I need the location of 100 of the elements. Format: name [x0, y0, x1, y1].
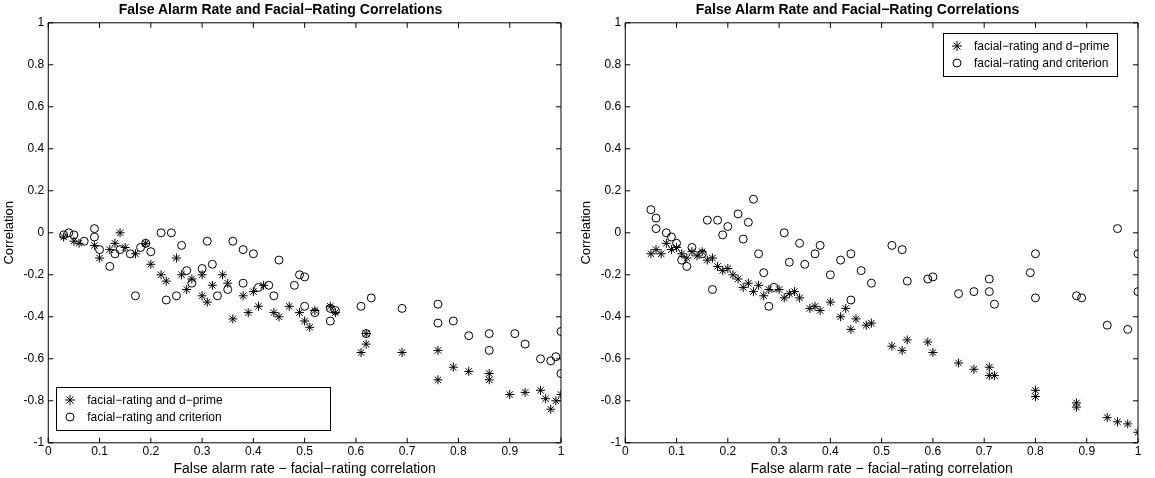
point [361, 339, 372, 350]
point [294, 307, 305, 318]
point [105, 261, 115, 271]
y-tick-label: -0.8 [23, 393, 45, 408]
point [1030, 293, 1040, 303]
y-tick-label: 0.6 [27, 99, 45, 114]
point [366, 293, 376, 303]
point [69, 230, 79, 240]
point [717, 265, 728, 276]
point [520, 339, 530, 349]
point [89, 232, 99, 242]
point [464, 331, 474, 341]
point [223, 285, 233, 294]
point [156, 269, 167, 280]
point [779, 292, 790, 303]
point [707, 253, 718, 263]
point [325, 316, 335, 326]
x-tick-label: 0.9 [501, 444, 519, 459]
y-tick-label: -0.4 [23, 309, 45, 324]
point [1077, 293, 1087, 303]
point [1030, 385, 1041, 396]
x-tick-label: 0.1 [668, 444, 686, 459]
point [550, 395, 561, 406]
point [207, 259, 217, 269]
point [753, 280, 764, 291]
y-tick-label: 0.2 [27, 183, 45, 198]
point [763, 284, 774, 295]
point [984, 274, 994, 284]
point [171, 291, 181, 301]
point [804, 303, 815, 314]
point [1025, 268, 1035, 278]
point [713, 215, 723, 225]
y-tick-label: 0.8 [604, 57, 622, 72]
point [79, 236, 89, 246]
point [784, 257, 794, 267]
point [712, 261, 723, 272]
point [248, 249, 258, 259]
point [432, 345, 443, 356]
y-tick-label: 0 [614, 225, 622, 240]
point [264, 280, 274, 290]
y-tick-label: -0.6 [600, 351, 622, 366]
point [504, 389, 515, 400]
point [227, 313, 238, 324]
point [238, 278, 248, 288]
point [202, 236, 212, 246]
point [764, 301, 774, 311]
point [676, 248, 687, 259]
point [484, 374, 495, 385]
point [433, 299, 443, 309]
y-tick-label: -0.2 [600, 267, 622, 282]
point [922, 337, 933, 347]
point [779, 228, 789, 238]
point [156, 228, 166, 238]
point [197, 264, 207, 273]
point [520, 387, 531, 398]
point [433, 318, 443, 328]
point [651, 244, 662, 255]
point [687, 243, 697, 252]
point [686, 246, 697, 257]
point [897, 345, 908, 356]
x-tick-label: 0.3 [770, 444, 788, 459]
point [651, 213, 661, 223]
point [146, 247, 156, 257]
point [809, 301, 820, 312]
point [927, 347, 938, 358]
point [743, 278, 754, 289]
point [840, 303, 851, 314]
point [989, 299, 999, 309]
point [1030, 249, 1040, 259]
x-tick-label: 1 [1134, 444, 1142, 459]
point [207, 280, 218, 291]
x-tick-label: 0.6 [347, 444, 365, 459]
point [95, 245, 105, 255]
point [989, 370, 1000, 381]
point [671, 242, 682, 253]
legend-label: facial−rating and d−prime [974, 39, 1110, 54]
point [535, 385, 546, 396]
point [795, 238, 805, 248]
point [825, 297, 836, 308]
point [969, 287, 979, 297]
point [274, 311, 284, 322]
point [666, 244, 677, 255]
point [722, 263, 733, 274]
point [182, 266, 192, 276]
point [733, 274, 744, 284]
point [432, 374, 443, 385]
y-tick-label: 0.2 [604, 183, 622, 198]
point [835, 311, 846, 322]
x-tick-label: 0.8 [450, 444, 468, 459]
point [181, 284, 192, 295]
point [707, 285, 717, 294]
x-tick-label: 0.4 [245, 444, 263, 459]
point [845, 324, 856, 335]
point [645, 248, 656, 259]
point [545, 404, 556, 415]
legend-label: facial−rating and d−prime [87, 393, 223, 408]
point [484, 329, 494, 339]
point [1112, 416, 1123, 427]
point [120, 242, 131, 253]
point [738, 282, 749, 293]
